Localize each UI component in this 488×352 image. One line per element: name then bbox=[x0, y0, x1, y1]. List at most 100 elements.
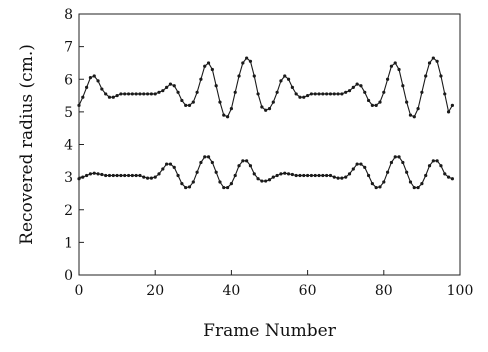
data-point bbox=[347, 172, 352, 176]
data-point bbox=[176, 90, 180, 94]
data-point bbox=[439, 164, 443, 168]
data-point bbox=[165, 85, 169, 90]
data-point bbox=[302, 173, 306, 178]
data-point bbox=[225, 115, 230, 119]
data-point bbox=[81, 175, 85, 179]
data-point bbox=[366, 98, 371, 103]
data-point bbox=[363, 165, 367, 169]
data-point bbox=[256, 92, 260, 96]
data-point bbox=[412, 185, 416, 190]
data-point bbox=[283, 171, 287, 175]
data-point bbox=[149, 176, 153, 180]
data-point bbox=[275, 90, 279, 94]
data-point bbox=[271, 100, 275, 104]
data-point bbox=[370, 103, 374, 107]
data-point bbox=[145, 176, 150, 180]
data-point bbox=[332, 92, 336, 96]
data-point bbox=[401, 160, 405, 165]
data-point bbox=[317, 173, 321, 178]
data-point bbox=[378, 100, 382, 104]
data-point bbox=[309, 173, 314, 178]
data-point bbox=[386, 170, 390, 174]
data-point bbox=[374, 185, 378, 190]
data-point bbox=[309, 92, 314, 96]
data-point bbox=[214, 84, 218, 88]
data-point bbox=[416, 107, 420, 111]
data-point bbox=[104, 173, 108, 178]
data-point bbox=[248, 164, 253, 168]
data-point bbox=[145, 92, 150, 96]
data-point bbox=[424, 74, 428, 78]
data-point bbox=[386, 77, 390, 81]
data-point bbox=[446, 175, 451, 179]
data-point bbox=[279, 79, 283, 83]
data-point bbox=[229, 182, 233, 186]
y-tick-label: 7 bbox=[64, 40, 73, 56]
data-point bbox=[393, 155, 397, 159]
data-point bbox=[294, 92, 298, 96]
series-2 bbox=[77, 155, 454, 190]
y-tick-label: 5 bbox=[64, 105, 73, 121]
data-point bbox=[180, 98, 184, 103]
data-point bbox=[96, 172, 100, 176]
data-point bbox=[107, 95, 112, 99]
data-point bbox=[302, 95, 306, 99]
data-point bbox=[172, 165, 176, 169]
data-point bbox=[397, 155, 401, 159]
data-point bbox=[245, 56, 249, 60]
data-point bbox=[92, 171, 96, 175]
data-point bbox=[260, 179, 264, 183]
data-point bbox=[138, 173, 142, 178]
data-point bbox=[344, 175, 348, 179]
series-layer bbox=[77, 56, 454, 190]
data-point bbox=[321, 92, 325, 96]
data-point bbox=[88, 172, 93, 176]
data-point bbox=[168, 82, 173, 86]
data-point bbox=[241, 159, 245, 163]
data-point bbox=[153, 92, 157, 96]
data-point bbox=[351, 85, 355, 90]
data-point bbox=[199, 160, 203, 165]
data-point bbox=[298, 173, 302, 178]
data-point bbox=[336, 176, 340, 180]
data-point bbox=[427, 61, 432, 65]
data-point bbox=[393, 61, 397, 65]
data-point bbox=[180, 182, 184, 186]
data-point bbox=[355, 162, 359, 166]
data-point bbox=[157, 90, 161, 94]
data-point bbox=[446, 110, 451, 114]
data-point bbox=[306, 173, 310, 178]
data-point bbox=[363, 90, 367, 94]
data-point bbox=[405, 100, 409, 104]
data-point bbox=[85, 85, 89, 90]
data-point bbox=[401, 84, 405, 88]
data-point bbox=[389, 160, 394, 165]
data-point bbox=[195, 170, 199, 174]
data-point bbox=[355, 82, 359, 86]
data-point bbox=[294, 173, 298, 178]
data-point bbox=[165, 162, 169, 166]
x-tick-label: 100 bbox=[447, 283, 474, 299]
data-point bbox=[119, 173, 123, 178]
data-point bbox=[130, 173, 134, 178]
x-tick-label: 0 bbox=[75, 283, 84, 299]
data-point bbox=[420, 90, 424, 94]
data-point bbox=[210, 160, 214, 165]
data-point bbox=[416, 185, 420, 190]
data-point bbox=[290, 172, 294, 177]
data-point bbox=[267, 107, 272, 111]
data-point bbox=[408, 180, 413, 184]
data-point bbox=[340, 176, 344, 180]
data-point bbox=[104, 92, 108, 96]
data-point bbox=[100, 172, 104, 177]
data-point bbox=[123, 92, 127, 96]
data-point bbox=[298, 95, 302, 99]
data-point bbox=[336, 92, 340, 96]
data-point bbox=[214, 170, 218, 174]
data-point bbox=[405, 170, 409, 174]
data-point bbox=[439, 74, 443, 78]
data-point bbox=[111, 95, 115, 99]
data-point bbox=[344, 90, 348, 94]
